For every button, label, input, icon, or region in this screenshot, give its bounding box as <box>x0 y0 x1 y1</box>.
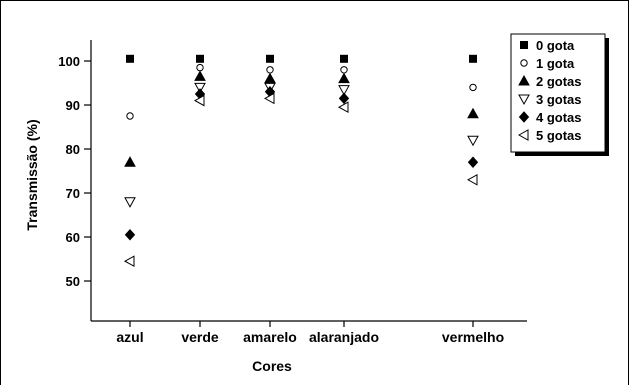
point-alaranjado-2 <box>338 72 350 84</box>
point-verde-3 <box>194 82 206 94</box>
legend-marker-2 <box>518 74 530 86</box>
y-tick-label: 90 <box>66 98 80 113</box>
point-vermelho-3 <box>467 135 479 147</box>
point-azul-2 <box>124 156 136 167</box>
point-verde-5 <box>193 94 205 107</box>
legend-items: 0 gota 1 gota 2 gotas 3 gotas 4 gotas 5 gotas <box>517 38 582 143</box>
point-azul-4 <box>124 229 136 241</box>
point-verde-0 <box>196 54 204 63</box>
y-tick-label: 50 <box>66 274 80 289</box>
point-amarelo-2 <box>264 72 276 84</box>
y-tick-label: 80 <box>66 142 80 157</box>
point-azul-5 <box>123 255 135 268</box>
y-tick-label: 100 <box>58 54 80 69</box>
x-tick-label: alaranjado <box>309 329 379 345</box>
point-amarelo-1 <box>266 66 274 74</box>
point-amarelo-5 <box>263 92 275 105</box>
x-axis-label: Cores <box>252 358 292 374</box>
x-tick-label: amarelo <box>243 329 297 345</box>
legend-label: 5 gotas <box>536 128 582 143</box>
legend-marker-1 <box>520 59 528 67</box>
point-vermelho-4 <box>467 156 479 168</box>
legend-label: 0 gota <box>536 38 575 53</box>
point-azul-1 <box>126 112 134 120</box>
point-alaranjado-4 <box>338 92 350 105</box>
legend-marker-0 <box>520 41 528 49</box>
point-vermelho-2 <box>467 107 479 119</box>
point-verde-1 <box>196 63 204 72</box>
legend-marker-4 <box>518 111 530 123</box>
y-tick-label: 60 <box>66 230 80 245</box>
point-amarelo-0 <box>266 54 274 63</box>
point-alaranjado-1 <box>340 66 348 74</box>
point-alaranjado-3 <box>338 85 350 96</box>
x-axis-ticks: azul verde amarelo alaranjado vermelho <box>116 321 504 345</box>
point-vermelho-5 <box>466 173 478 186</box>
legend-label: 1 gota <box>536 56 575 71</box>
point-vermelho-0 <box>469 54 477 63</box>
legend-label: 4 gotas <box>536 110 582 125</box>
point-alaranjado-0 <box>340 54 348 63</box>
point-vermelho-1 <box>469 83 477 92</box>
legend-marker-5 <box>517 129 529 141</box>
y-axis-ticks: 50 60 70 80 90 100 <box>58 54 91 289</box>
legend-box <box>510 33 606 153</box>
point-verde-2 <box>194 70 206 81</box>
x-tick-label: azul <box>116 329 143 345</box>
legend: 0 gota 1 gota 2 gotas 3 gotas 4 gotas 5 gotas <box>510 33 609 156</box>
legend-label: 3 gotas <box>536 92 582 107</box>
point-alaranjado-5 <box>337 101 349 114</box>
y-tick-label: 70 <box>66 186 80 201</box>
point-azul-0 <box>126 54 134 63</box>
x-tick-label: verde <box>181 329 219 345</box>
y-axis-label: Transmissão (%) <box>24 119 40 230</box>
data-points <box>123 54 479 268</box>
legend-marker-3 <box>518 94 530 106</box>
point-azul-3 <box>124 197 136 208</box>
x-tick-label: vermelho <box>442 329 504 345</box>
legend-label: 2 gotas <box>536 74 582 89</box>
